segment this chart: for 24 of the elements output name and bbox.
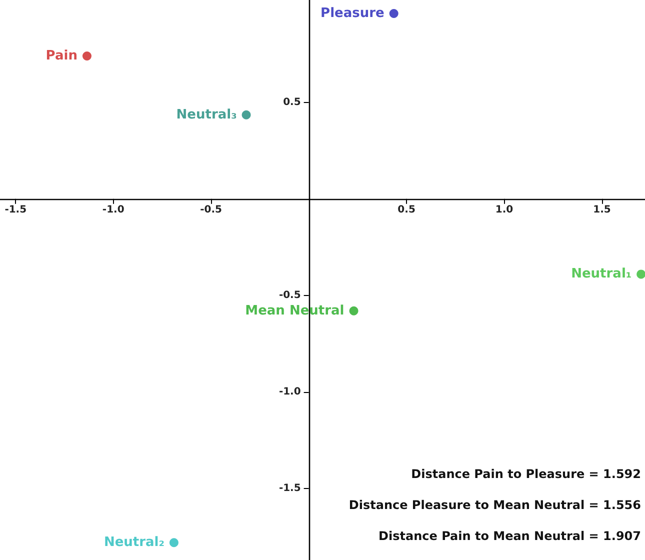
x-tick-label: -1.0 (102, 204, 124, 216)
series-label: Neutral₂ (104, 535, 164, 550)
point (242, 110, 251, 120)
y-tick-label: 0.5 (283, 96, 301, 108)
x-tick-label: 1.0 (495, 204, 514, 216)
series-label: Pain (46, 48, 78, 64)
y-tick-label: -1.0 (278, 386, 301, 398)
y-tick-label: -1.5 (278, 483, 301, 494)
annotation: Distance Pain to Pleasure = 1.592 (411, 467, 641, 481)
point (349, 306, 358, 316)
annotation: Distance Pleasure to Mean Neutral = 1.556 (348, 498, 641, 512)
y-tick-label: -0.5 (278, 290, 301, 301)
x-tick-label: -1.5 (4, 204, 27, 216)
series-label: Neutral₁ (571, 266, 632, 282)
point (389, 9, 398, 18)
x-tick-label: 0.5 (398, 204, 416, 216)
series-label: Pleasure (320, 6, 385, 22)
point (636, 270, 645, 279)
series-label: Neutral₃ (176, 107, 237, 122)
point (169, 538, 178, 548)
x-tick-label: 1.5 (593, 204, 611, 216)
point (82, 52, 92, 60)
x-tick-label: -0.5 (200, 204, 222, 216)
annotation: Distance Pain to Mean Neutral = 1.907 (378, 529, 641, 543)
